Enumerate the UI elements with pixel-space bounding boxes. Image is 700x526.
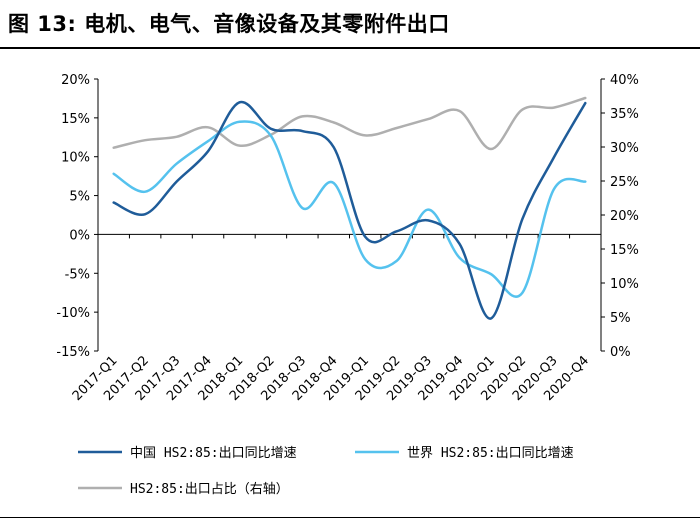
- y-right-tick-label: 0%: [610, 345, 631, 360]
- y-right-tick-label: 35%: [610, 107, 639, 122]
- y-left-tick-label: 5%: [69, 190, 90, 205]
- title-divider: [0, 47, 700, 49]
- y-left-tick-label: 0%: [69, 228, 90, 243]
- y-right-tick-label: 30%: [610, 141, 639, 156]
- x-axis-labels: 2017-Q12017-Q22017-Q32017-Q42018-Q12018-…: [70, 353, 592, 404]
- series-line-0: [112, 100, 587, 320]
- chart-axes: -15% -10% -5% 0% 5% 10% 15% 20% 0% 5% 10% 15% 20% 25%…: [56, 73, 639, 360]
- legend-label-1: 世界 HS2:85:出口同比增速: [407, 446, 574, 461]
- y-left-tick-label: 15%: [61, 112, 90, 127]
- y-right-tick-label: 15%: [610, 243, 639, 258]
- series-line-2: [112, 96, 587, 151]
- y-right-tick-label: 5%: [610, 311, 631, 326]
- y-left-tick-label: 10%: [61, 151, 90, 166]
- y-left-tick-label: 20%: [61, 73, 90, 88]
- y-left-tick-label: -15%: [56, 345, 90, 360]
- y-right-tick-label: 40%: [610, 73, 639, 88]
- y-left-tick-label: -5%: [65, 267, 90, 282]
- y-right-tick-label: 10%: [610, 277, 639, 292]
- chart-series: [112, 96, 587, 320]
- chart-legend: 中国 HS2:85:出口同比增速 世界 HS2:85:出口同比增速 HS2:85:出…: [78, 446, 574, 497]
- series-line-1: [112, 120, 587, 298]
- y-right-tick-label: 25%: [610, 175, 639, 190]
- legend-label-2: HS2:85:出口占比（右轴）: [130, 482, 289, 497]
- y-left-tick-label: -10%: [56, 306, 90, 321]
- y-right-tick-label: 20%: [610, 209, 639, 224]
- footer-divider: [0, 517, 700, 518]
- chart-title: 图 13: 电机、电气、音像设备及其零附件出口: [8, 12, 450, 36]
- legend-label-0: 中国 HS2:85:出口同比增速: [130, 446, 297, 461]
